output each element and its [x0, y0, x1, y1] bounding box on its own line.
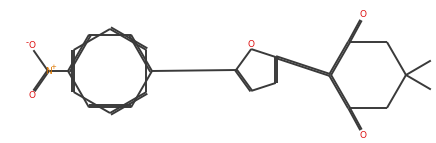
- Text: +: +: [50, 64, 56, 70]
- Text: O: O: [360, 10, 367, 19]
- Text: O: O: [360, 131, 367, 140]
- Text: O: O: [28, 92, 35, 101]
- Text: O: O: [28, 41, 35, 50]
- Text: -: -: [25, 38, 28, 47]
- Text: O: O: [248, 40, 255, 49]
- Text: N: N: [44, 66, 51, 76]
